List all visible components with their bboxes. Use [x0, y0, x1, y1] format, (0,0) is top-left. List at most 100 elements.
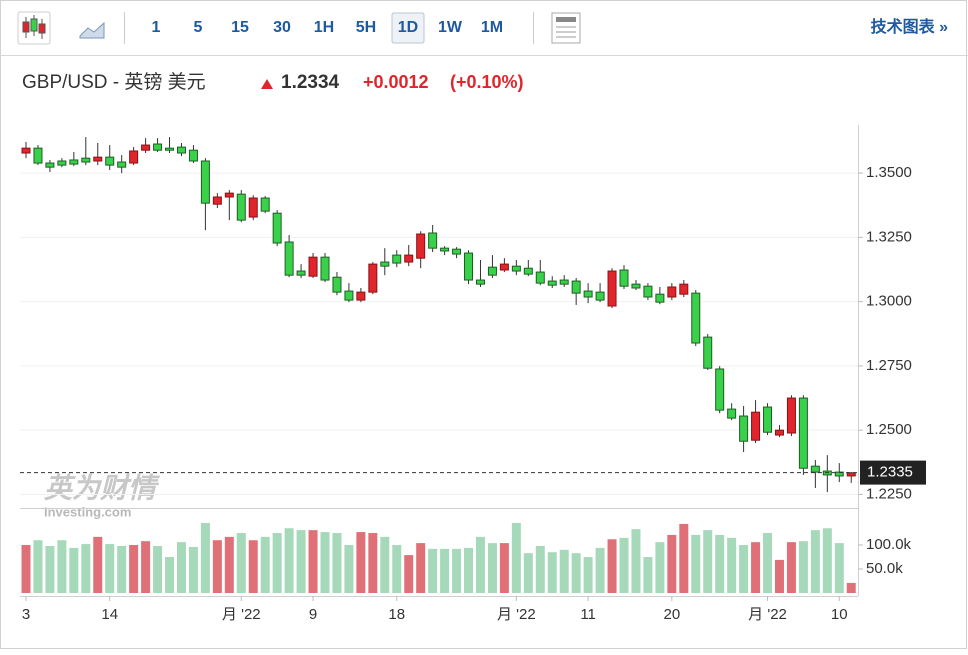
volume-bar [117, 545, 127, 593]
candle-body [595, 291, 605, 301]
candle-body [176, 146, 186, 154]
active-interval-box [391, 12, 425, 44]
candle-body [607, 270, 617, 307]
volume-bar [475, 536, 485, 593]
volume-bar [535, 545, 545, 593]
candle-body [284, 241, 294, 276]
x-tick-label: 月 '22 [222, 606, 261, 623]
volume-bar [810, 530, 820, 593]
icon-row [556, 17, 576, 22]
y-tick-label: 1.2500 [866, 421, 912, 438]
volume-bar [404, 555, 414, 593]
candle-body [344, 290, 354, 301]
candle-body [763, 406, 773, 433]
volume-bar [284, 528, 294, 593]
candle-body [739, 415, 749, 442]
candle-body [643, 285, 653, 298]
volume-bar [428, 548, 438, 593]
candle-body [715, 368, 725, 411]
technical-chart-link[interactable]: 技术图表 » [871, 17, 948, 36]
volume-bar [571, 553, 581, 593]
volume-bar [380, 536, 390, 593]
interval-button[interactable]: 1M [481, 19, 503, 36]
candle-body [81, 157, 91, 163]
volume-bar [320, 532, 330, 593]
volume-bar [595, 547, 605, 593]
candle-body [392, 254, 402, 264]
candle-body [248, 197, 258, 218]
volume-bar [763, 533, 773, 593]
symbol: GBP/USD - 英镑 美元 [22, 71, 206, 93]
last-price-label: 1.2335 [867, 464, 913, 481]
candle-body [655, 293, 665, 303]
candle-body [571, 280, 581, 294]
candle-body [356, 291, 366, 301]
table-icon[interactable] [551, 12, 581, 44]
volume-tick-label: 100.0k [866, 536, 912, 553]
volume-bar [727, 537, 737, 593]
volume-bar [774, 559, 784, 593]
candle-body [416, 233, 426, 259]
volume-bar [619, 537, 629, 593]
interval-button[interactable]: 30 [273, 19, 291, 36]
interval-button[interactable]: 15 [231, 19, 249, 36]
volume-bar [392, 545, 402, 593]
candle-body [547, 280, 557, 286]
candle-body [667, 286, 677, 298]
candle-body [751, 411, 761, 441]
candle-body [320, 256, 330, 281]
interval-button[interactable]: 5H [356, 19, 376, 36]
x-tick-label: 月 '22 [497, 606, 536, 623]
candle-body [129, 150, 139, 164]
volume-bar [165, 557, 175, 593]
candle-body [21, 147, 31, 154]
change-percent: (+0.10%) [450, 72, 524, 92]
candle-body [212, 196, 222, 205]
candle-body [165, 147, 175, 151]
candle-body [583, 290, 593, 298]
x-tick-label: 20 [663, 606, 680, 623]
x-tick-label: 3 [22, 606, 30, 623]
candle-body [559, 279, 569, 285]
volume-bar [188, 546, 198, 593]
volume-bar [703, 530, 713, 593]
interval-button[interactable]: 1D [398, 19, 418, 36]
candle-body [93, 156, 103, 162]
candle-body [511, 265, 521, 272]
volume-bar [751, 542, 761, 593]
volume-bar [332, 533, 342, 593]
interval-button[interactable]: 1H [314, 19, 334, 36]
candle-body [774, 429, 784, 436]
y-tick-label: 1.2250 [866, 485, 912, 502]
candle-body [428, 232, 438, 249]
volume-bar [786, 542, 796, 593]
area-icon[interactable] [79, 21, 105, 39]
volume-bar [547, 552, 557, 593]
candle-body [153, 143, 163, 151]
volume-tick-label: 50.0k [866, 560, 903, 577]
candle-icon[interactable] [17, 11, 51, 45]
candle-body [523, 267, 533, 275]
candle-body [679, 283, 689, 295]
last-price-box [860, 460, 926, 485]
candle-body [141, 144, 151, 151]
volume-bar [511, 522, 521, 593]
volume-bar [464, 547, 474, 593]
volume-bar [200, 522, 210, 593]
icon-body [38, 23, 46, 34]
candle-body [834, 471, 844, 477]
candle-body [631, 283, 641, 289]
candle-body [727, 408, 737, 419]
candle-body [224, 192, 234, 198]
interval-button[interactable]: 5 [194, 19, 203, 36]
watermark-cn: 英为财情 [44, 472, 160, 503]
volume-bar [487, 543, 497, 593]
volume-bar [308, 530, 318, 593]
candle-body [296, 270, 306, 276]
x-tick-label: 10 [831, 606, 848, 623]
watermark-en: Investing.com [44, 504, 131, 519]
interval-button[interactable]: 1 [152, 19, 161, 36]
interval-button[interactable]: 1W [438, 19, 463, 36]
candle-body [535, 271, 545, 284]
